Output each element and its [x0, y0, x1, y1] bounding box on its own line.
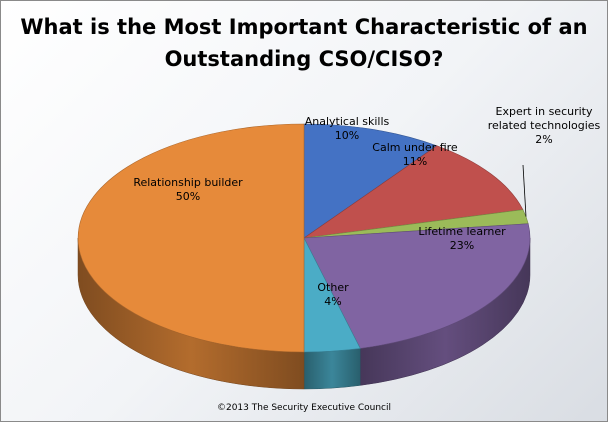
pie-side-4	[303, 348, 361, 390]
slice-label-1: Calm under fire 11%	[372, 141, 458, 168]
leader-line-2	[522, 164, 527, 217]
slice-label-4: Other 4%	[317, 281, 349, 308]
chart-title: What is the Most Important Characteristi…	[1, 11, 607, 75]
slice-label-0: Analytical skills 10%	[305, 115, 390, 142]
pie-slice-1	[303, 145, 524, 239]
slice-label-5: Relationship builder 50%	[133, 176, 243, 203]
chart-title-line-2: Outstanding CSO/CISO?	[164, 47, 444, 71]
pie-slice-5	[77, 123, 305, 353]
pie-slice-0	[303, 123, 438, 239]
slice-label-3: Lifetime learner 23%	[418, 225, 506, 252]
pie-slice-3	[303, 223, 531, 349]
chart-title-line-1: What is the Most Important Characteristi…	[20, 15, 588, 39]
slice-label-2: Expert in security related technologies 2%	[488, 105, 601, 146]
copyright-footer: ©2013 The Security Executive Council	[216, 403, 391, 413]
